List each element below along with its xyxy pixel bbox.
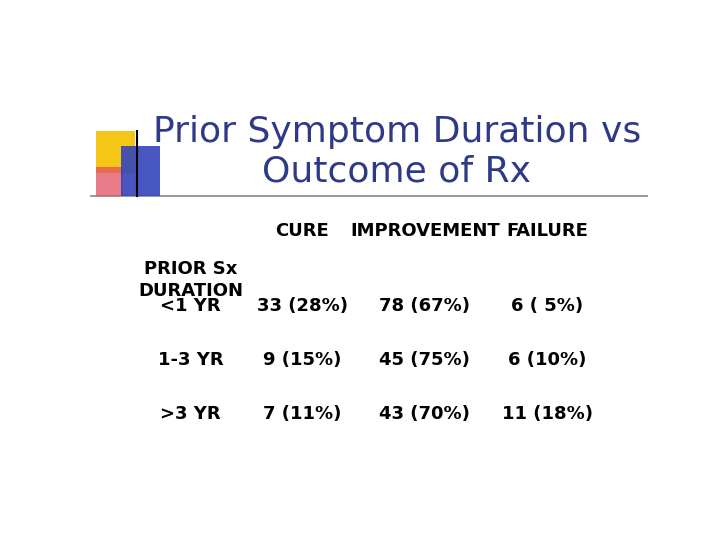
Text: 33 (28%): 33 (28%) [256, 297, 348, 315]
Text: IMPROVEMENT: IMPROVEMENT [350, 222, 500, 240]
Text: 6 (10%): 6 (10%) [508, 351, 587, 369]
FancyBboxPatch shape [96, 131, 135, 173]
Text: <1 YR: <1 YR [160, 297, 221, 315]
Text: 6 ( 5%): 6 ( 5%) [511, 297, 584, 315]
Text: CURE: CURE [275, 222, 329, 240]
Text: 9 (15%): 9 (15%) [263, 351, 341, 369]
Text: >3 YR: >3 YR [160, 405, 221, 423]
Text: 78 (67%): 78 (67%) [379, 297, 470, 315]
Text: 7 (11%): 7 (11%) [263, 405, 341, 423]
Text: FAILURE: FAILURE [507, 222, 588, 240]
Text: 43 (70%): 43 (70%) [379, 405, 470, 423]
Text: 11 (18%): 11 (18%) [502, 405, 593, 423]
Text: 45 (75%): 45 (75%) [379, 351, 470, 369]
FancyBboxPatch shape [121, 146, 160, 196]
Text: Prior Symptom Duration vs
Outcome of Rx: Prior Symptom Duration vs Outcome of Rx [153, 114, 641, 188]
Text: PRIOR Sx
DURATION: PRIOR Sx DURATION [138, 260, 243, 300]
FancyBboxPatch shape [96, 167, 124, 196]
Text: 1-3 YR: 1-3 YR [158, 351, 223, 369]
